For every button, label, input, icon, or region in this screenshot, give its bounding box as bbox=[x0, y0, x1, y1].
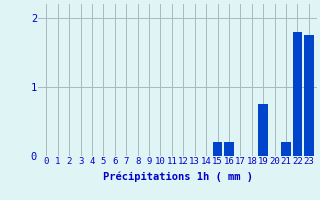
X-axis label: Précipitations 1h ( mm ): Précipitations 1h ( mm ) bbox=[103, 172, 252, 182]
Bar bbox=[292, 32, 302, 156]
Bar bbox=[224, 142, 234, 156]
Bar bbox=[304, 35, 314, 156]
Bar bbox=[281, 142, 291, 156]
Bar bbox=[258, 104, 268, 156]
Bar bbox=[213, 142, 222, 156]
